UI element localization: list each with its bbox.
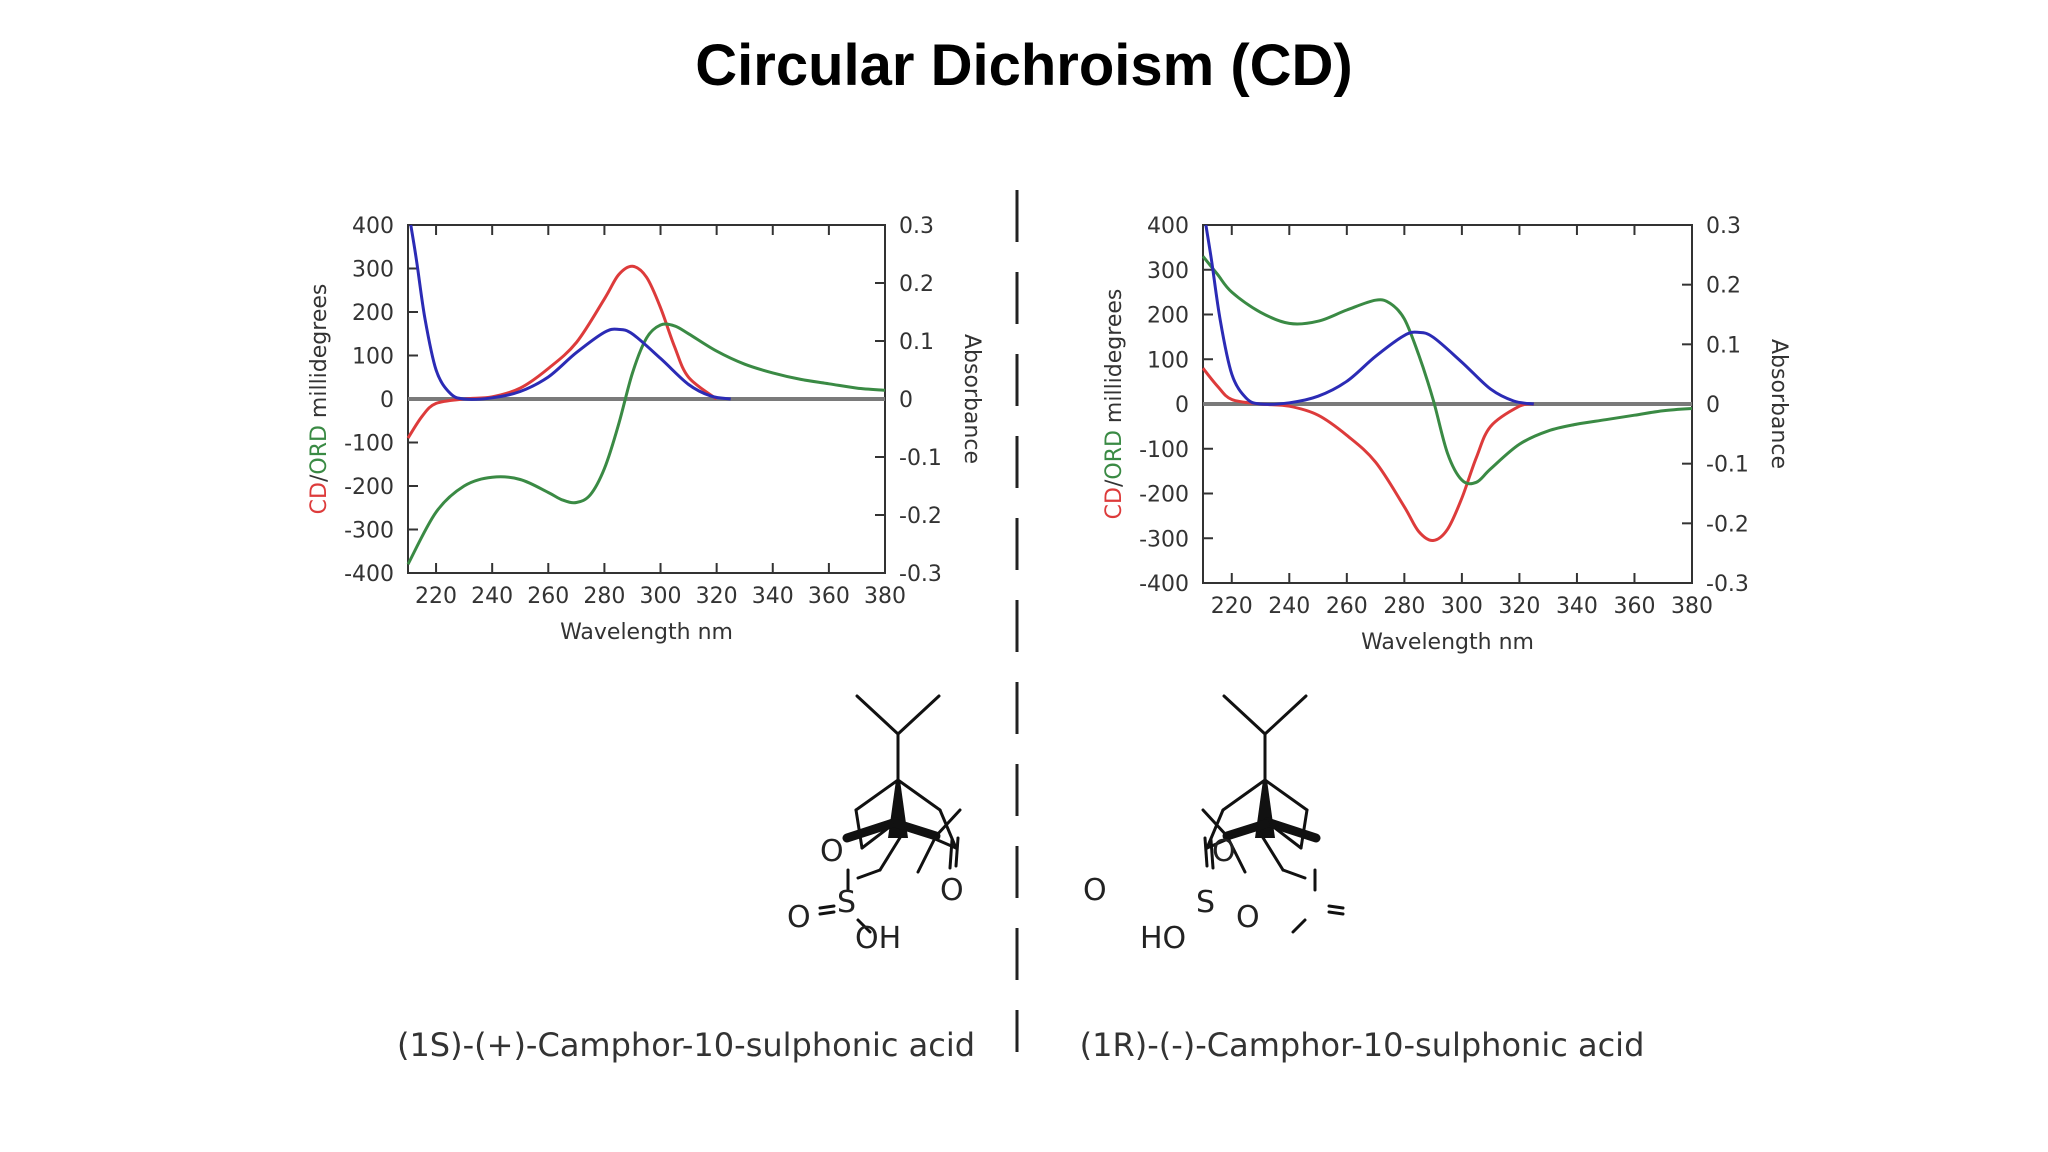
y2-tick-label: -0.1 xyxy=(1706,453,1749,478)
x-tick-label: 260 xyxy=(527,584,569,609)
atom-ketone-oxygen: O xyxy=(1083,873,1107,908)
ord-series-line xyxy=(406,322,886,566)
x-tick-label: 380 xyxy=(864,584,906,609)
x-tick-label: 340 xyxy=(1556,594,1598,619)
atom-sulfur: S xyxy=(1196,885,1215,920)
y-tick-label: -400 xyxy=(1139,572,1189,597)
y2-tick-label: -0.2 xyxy=(1706,512,1749,537)
atom-hydroxyl: OH xyxy=(855,921,901,956)
y-tick-label: 200 xyxy=(352,301,394,326)
y2-tick-label: 0.2 xyxy=(1706,274,1741,299)
x-tick-label: 240 xyxy=(471,584,513,609)
chart-1r-minus: 220 240 260 280 300 320 340 360 380 400 300 200 100 0… xyxy=(1102,214,1791,655)
y-axis-title-part: millidegrees xyxy=(307,284,332,425)
atom-sulfur: S xyxy=(837,885,856,920)
y-axis-title: CD/ORD millidegrees xyxy=(307,284,332,515)
absorbance-series-line xyxy=(1204,224,1535,406)
y-axis-title-part: / xyxy=(1102,479,1127,487)
x-tick-label: 360 xyxy=(1613,594,1655,619)
atom-hydroxyl: HO xyxy=(1140,921,1186,956)
y-tick-label: -300 xyxy=(1139,527,1189,552)
y2-tick-label: 0 xyxy=(899,388,913,413)
structure-bonds xyxy=(818,694,962,934)
ord-series-line xyxy=(1201,255,1693,486)
y-axis-title-part: ORD xyxy=(307,425,332,475)
x-tick-label: 260 xyxy=(1326,594,1368,619)
atom-sulfonyl-oxygen: O xyxy=(787,900,811,935)
y-tick-label: 400 xyxy=(352,214,394,239)
y2-tick-label: -0.3 xyxy=(1706,572,1749,597)
y-axis-title: CD/ORD millidegrees xyxy=(1102,289,1127,520)
y-tick-label: -200 xyxy=(1139,483,1189,508)
slide-title: Circular Dichroism (CD) xyxy=(695,33,1353,98)
y-axis-title-part: CD xyxy=(1102,487,1127,519)
x-tick-label: 280 xyxy=(1383,594,1425,619)
x-tick-label: 220 xyxy=(1211,594,1253,619)
y-tick-label: 100 xyxy=(352,345,394,370)
x-tick-label: 320 xyxy=(696,584,738,609)
atom-ketone-oxygen: O xyxy=(940,873,964,908)
atom-ring-oxygen: O xyxy=(1212,834,1236,869)
x-tick-label: 220 xyxy=(415,584,457,609)
x-tick-label: 300 xyxy=(1441,594,1483,619)
structure-1s-plus: O S O OH O xyxy=(787,694,964,956)
caption-1r-minus: (1R)-(-)-Camphor-10-sulphonic acid xyxy=(1080,1026,1645,1064)
y2-tick-label: 0 xyxy=(1706,393,1720,418)
y2-axis-title: Absorbance xyxy=(959,334,984,464)
y2-tick-label: 0.2 xyxy=(899,272,934,297)
y-tick-label: 200 xyxy=(1147,304,1189,329)
y-tick-label: -300 xyxy=(344,519,394,544)
atom-ring-oxygen: O xyxy=(820,834,844,869)
y-tick-label: -200 xyxy=(344,475,394,500)
y2-tick-label: 0.3 xyxy=(1706,214,1741,239)
x-tick-label: 320 xyxy=(1498,594,1540,619)
y2-tick-label: -0.3 xyxy=(899,562,942,587)
y-tick-label: 0 xyxy=(1175,393,1189,418)
x-tick-label: 300 xyxy=(640,584,682,609)
y2-tick-label: -0.1 xyxy=(899,446,942,471)
y2-tick-label: 0.1 xyxy=(1706,333,1741,358)
y-tick-label: 0 xyxy=(380,388,394,413)
y2-tick-label: 0.1 xyxy=(899,330,934,355)
y-axis-title-part: millidegrees xyxy=(1102,289,1127,430)
y-tick-label: 300 xyxy=(1147,259,1189,284)
y-tick-label: 100 xyxy=(1147,348,1189,373)
structure-1r-minus xyxy=(1201,694,1345,934)
x-axis-title: Wavelength nm xyxy=(1361,630,1534,655)
cd-series-line xyxy=(406,264,718,439)
y-axis-title-part: CD xyxy=(307,482,332,514)
x-axis-title: Wavelength nm xyxy=(560,620,733,645)
x-tick-label: 280 xyxy=(583,584,625,609)
x-tick-label: 360 xyxy=(808,584,850,609)
cd-series-line xyxy=(1201,367,1535,543)
y2-tick-label: 0.3 xyxy=(899,214,934,239)
caption-1s-plus: (1S)-(+)-Camphor-10-sulphonic acid xyxy=(397,1026,975,1064)
y-axis-title-part: ORD xyxy=(1102,430,1127,480)
structure-bonds xyxy=(1201,694,1345,934)
y-tick-label: 400 xyxy=(1147,214,1189,239)
x-tick-label: 240 xyxy=(1268,594,1310,619)
chart-1s-plus: 220 240 260 280 300 320 340 360 380 400 300 200 100 0… xyxy=(307,214,984,645)
absorbance-series-line xyxy=(409,224,731,401)
y-tick-label: -100 xyxy=(1139,438,1189,463)
y2-tick-label: -0.2 xyxy=(899,504,942,529)
y-tick-label: -100 xyxy=(344,432,394,457)
y-tick-label: 300 xyxy=(352,258,394,283)
y-axis-title-part: / xyxy=(307,474,332,482)
atom-sulfonyl-oxygen: O xyxy=(1236,900,1260,935)
y-tick-label: -400 xyxy=(344,562,394,587)
x-tick-label: 380 xyxy=(1671,594,1713,619)
y2-axis-title: Absorbance xyxy=(1766,339,1791,469)
x-tick-label: 340 xyxy=(752,584,794,609)
